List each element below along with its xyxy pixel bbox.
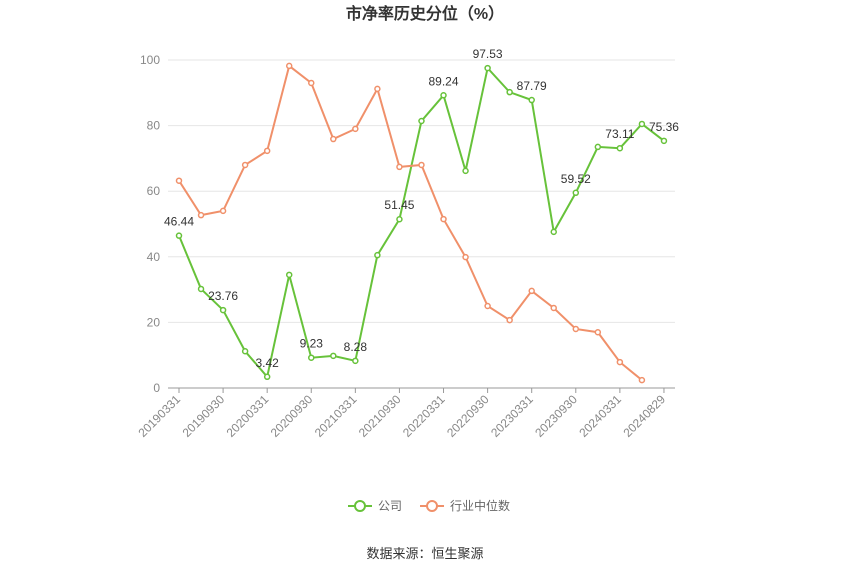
data-point <box>418 117 425 125</box>
source: 数据来源：恒生聚源 <box>366 546 483 561</box>
data-point <box>197 285 205 293</box>
data-point <box>506 316 513 324</box>
data-point <box>462 253 469 261</box>
x-tick-label: 20210930 <box>356 392 404 440</box>
data-point <box>175 232 183 239</box>
x-tick-label: 20230331 <box>488 392 536 440</box>
series-line <box>178 64 643 381</box>
legend-item[interactable]: 行业中位数 <box>420 498 510 513</box>
data-point <box>528 287 535 295</box>
x-tick-label: 20220331 <box>400 392 448 440</box>
x-tick-label: 20240829 <box>620 392 668 440</box>
data-label: 75.36 <box>649 120 679 134</box>
data-point <box>418 161 425 169</box>
data-point <box>241 348 249 355</box>
legend-item[interactable]: 公司 <box>348 499 402 513</box>
x-tick-label: 20190930 <box>180 392 228 440</box>
data-point <box>285 271 293 279</box>
data-point <box>396 163 403 171</box>
data-point <box>506 88 513 96</box>
data-point <box>594 328 602 336</box>
x-tick-label: 20240331 <box>576 392 624 440</box>
data-point <box>616 144 624 152</box>
data-label: 59.52 <box>561 172 591 186</box>
data-point <box>374 251 381 259</box>
data-point <box>219 306 227 314</box>
data-point <box>374 85 381 93</box>
data-label: 97.53 <box>473 47 503 61</box>
data-point <box>175 177 183 184</box>
data-point <box>484 64 491 72</box>
y-tick-label: 80 <box>147 119 161 133</box>
data-label: 87.79 <box>517 79 547 93</box>
data-point <box>197 211 205 219</box>
legend-label: 行业中位数 <box>450 498 510 513</box>
data-point <box>550 304 557 312</box>
data-label: 23.76 <box>208 289 238 303</box>
data-point <box>616 358 624 366</box>
x-tick-label: 20230930 <box>532 392 580 440</box>
data-point <box>440 215 447 223</box>
data-point <box>352 357 359 365</box>
data-point <box>594 143 602 151</box>
data-point <box>462 167 469 175</box>
data-label: 9.23 <box>300 337 324 351</box>
data-point <box>308 354 315 361</box>
x-tick-label: 20200331 <box>224 392 272 440</box>
data-point <box>484 302 491 310</box>
data-point <box>550 228 557 236</box>
data-point <box>241 161 249 169</box>
y-tick-label: 40 <box>147 250 161 264</box>
data-point <box>660 137 668 145</box>
data-label: 73.11 <box>605 127 634 141</box>
legend-marker <box>426 500 439 512</box>
data-point <box>440 92 447 99</box>
data-label: 3.42 <box>255 356 279 370</box>
legend-marker <box>354 500 366 512</box>
y-tick-label: 20 <box>147 315 161 329</box>
y-tick-label: 60 <box>147 184 161 198</box>
data-point <box>572 189 580 197</box>
data-point <box>638 120 646 128</box>
data-point <box>263 373 271 381</box>
data-point <box>638 376 646 384</box>
y-tick-label: 0 <box>153 381 160 395</box>
x-tick-label: 20210331 <box>312 392 360 440</box>
data-point <box>572 325 580 333</box>
data-label: 51.45 <box>384 198 414 212</box>
data-point <box>330 135 337 143</box>
x-tick-label: 20200930 <box>268 392 316 440</box>
data-label: 89.24 <box>429 74 459 88</box>
chart-title: 市净率历史分位（%） <box>346 4 504 23</box>
legend-label: 公司 <box>378 499 402 513</box>
data-point <box>219 207 227 215</box>
data-point <box>330 352 337 360</box>
y-tick-label: 100 <box>140 53 160 67</box>
x-tick-label: 20190331 <box>135 392 183 440</box>
data-label: 46.44 <box>164 215 194 229</box>
data-label: 8.28 <box>344 340 368 354</box>
x-tick-label: 20220930 <box>444 392 492 440</box>
data-point <box>308 79 315 87</box>
data-point <box>285 62 293 70</box>
data-point <box>528 96 535 104</box>
data-point <box>263 147 271 155</box>
data-point <box>352 125 359 133</box>
data-point <box>396 215 403 223</box>
